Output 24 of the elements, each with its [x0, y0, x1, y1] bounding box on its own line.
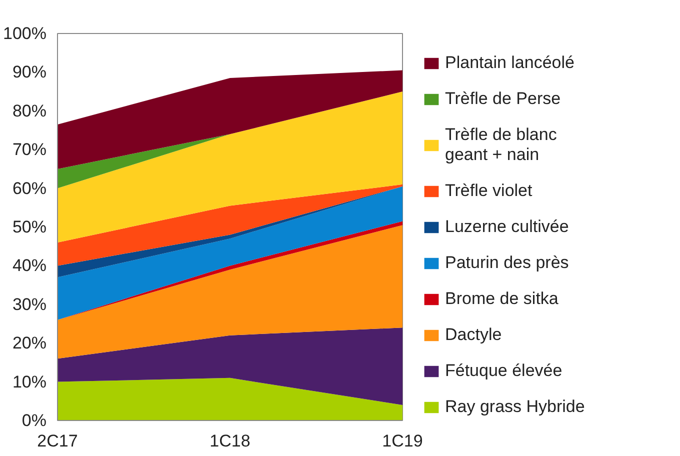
y-tick-label: 10% [12, 372, 47, 392]
y-tick-label: 20% [12, 334, 47, 353]
y-tick-label: 70% [12, 140, 47, 160]
legend-label: Ray grass Hybride [445, 397, 585, 417]
y-tick-label: 40% [12, 256, 47, 276]
y-tick-label: 0% [22, 411, 47, 430]
y-tick-label: 50% [12, 218, 47, 236]
legend-label: Trèfle violet [445, 181, 532, 201]
x-tick-label: 1C19 [382, 432, 423, 450]
y-tick-label: 30% [12, 294, 47, 314]
legend-label: Dactyle [445, 325, 502, 345]
y-tick-label: 100% [3, 24, 47, 43]
y-tick-label: 60% [12, 178, 47, 198]
legend-label: Brome de sitka [445, 289, 558, 309]
y-tick-label: 90% [12, 62, 47, 82]
x-tick-label: 1C18 [210, 432, 250, 450]
y-tick-label: 80% [12, 101, 47, 120]
legend-label: Trèfle de Perse [445, 89, 561, 109]
legend-label: Trèfle de blanc geant + nain [445, 125, 557, 165]
legend-label: Luzerne cultivée [445, 217, 569, 237]
legend-label: Fétuque élevée [445, 361, 562, 381]
legend-label: Paturin des près [445, 253, 569, 273]
legend-label: Plantain lancéolé [445, 53, 574, 73]
x-tick-label: 2C17 [37, 432, 78, 450]
